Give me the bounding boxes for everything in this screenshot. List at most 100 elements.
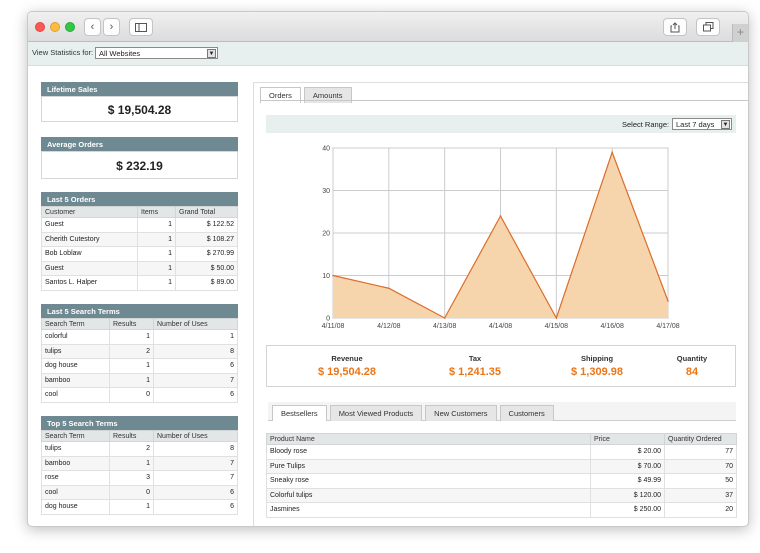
table-header-row: Product Name Price Quantity Ordered — [266, 433, 737, 445]
table-row[interactable]: Sneaky rose $ 49.99 50 — [266, 473, 737, 489]
column-header[interactable]: Customer — [41, 206, 138, 218]
shipping-value: $ 1,309.98 — [571, 366, 623, 378]
cell: 1 — [137, 231, 176, 247]
table-row[interactable]: bamboo 1 7 — [41, 372, 238, 388]
tab-customers[interactable]: Customers — [499, 405, 554, 421]
scope-label: View Statistics for: — [32, 48, 94, 57]
sidebar-toggle-button[interactable] — [129, 18, 153, 36]
table-row[interactable]: Guest 1 $ 122.52 — [41, 217, 238, 233]
cell: $ 50.00 — [175, 260, 238, 276]
column-header[interactable]: Results — [109, 318, 154, 330]
table-row[interactable]: Colorful tulips $ 120.00 37 — [266, 487, 737, 503]
tab-amounts[interactable]: Amounts — [303, 87, 352, 103]
new-tab-button[interactable]: + — [732, 24, 748, 42]
table-row[interactable]: Jasmines $ 250.00 20 — [266, 502, 737, 518]
table-row[interactable]: rose 3 7 — [41, 470, 238, 486]
share-button[interactable] — [663, 18, 687, 36]
close-window-button[interactable] — [35, 22, 45, 32]
cell: 7 — [153, 372, 238, 388]
table-row[interactable]: Bloody rose $ 20.00 77 — [266, 444, 737, 460]
revenue-label: Revenue — [331, 354, 363, 363]
cell: $ 20.00 — [590, 444, 665, 460]
chevron-right-icon: › — [109, 21, 114, 33]
cell: 1 — [109, 455, 154, 471]
range-select[interactable]: Last 7 days ▼ — [672, 118, 732, 130]
column-header[interactable]: Price — [590, 433, 665, 445]
cell: 77 — [664, 444, 737, 460]
dropdown-arrow-icon: ▼ — [721, 120, 730, 129]
x-tick-label: 4/17/08 — [656, 323, 679, 330]
cell: Jasmines — [266, 502, 591, 518]
data-point — [443, 317, 446, 319]
scope-select[interactable]: All Websites ▼ — [95, 47, 218, 59]
cell: 0 — [109, 484, 154, 500]
table-row[interactable]: cool 0 6 — [41, 387, 238, 403]
range-label: Select Range: — [622, 120, 670, 129]
data-point — [611, 151, 613, 154]
table-row[interactable]: bamboo 1 7 — [41, 455, 238, 471]
tab-new-customers[interactable]: New Customers — [425, 405, 497, 421]
cell: Bloody rose — [266, 444, 591, 460]
tabs-overview-button[interactable] — [696, 18, 720, 36]
cell: 3 — [109, 470, 154, 486]
quantity-total: Quantity 84 — [667, 354, 717, 378]
y-tick-label: 40 — [322, 146, 330, 153]
last-orders-table: Customer Items Grand Total Guest 1 $ 122.5… — [41, 206, 238, 291]
table-row[interactable]: Pure Tulips $ 70.00 70 — [266, 458, 737, 474]
table-row[interactable]: cool 0 6 — [41, 484, 238, 500]
cell: 1 — [153, 329, 238, 345]
cell: $ 89.00 — [175, 275, 238, 291]
forward-button[interactable]: › — [103, 18, 120, 36]
minimize-window-button[interactable] — [50, 22, 60, 32]
column-header[interactable]: Number of Uses — [153, 430, 238, 442]
data-point — [555, 317, 558, 319]
cell: $ 70.00 — [590, 458, 665, 474]
table-row[interactable]: colorful 1 1 — [41, 329, 238, 345]
table-row[interactable]: Santos L. Halper 1 $ 89.00 — [41, 275, 238, 291]
tab-orders[interactable]: Orders — [260, 87, 301, 103]
cell: Colorful tulips — [266, 487, 591, 503]
tab-most-viewed[interactable]: Most Viewed Products — [329, 405, 423, 421]
data-point — [499, 215, 502, 217]
table-row[interactable]: dog house 1 6 — [41, 499, 238, 515]
table-row[interactable]: tulips 2 8 — [41, 441, 238, 457]
column-header[interactable]: Search Term — [41, 318, 110, 330]
tab-bestsellers[interactable]: Bestsellers — [272, 405, 327, 421]
table-row[interactable]: Cherith Cutestory 1 $ 108.27 — [41, 231, 238, 247]
table-row[interactable]: Guest 1 $ 50.00 — [41, 260, 238, 276]
cell: 2 — [109, 343, 154, 359]
last-orders-header: Last 5 Orders — [41, 192, 238, 206]
column-header[interactable]: Results — [109, 430, 154, 442]
column-header[interactable]: Number of Uses — [153, 318, 238, 330]
shipping-label: Shipping — [580, 354, 614, 363]
top-search-table: Search Term Results Number of Uses tulip… — [41, 430, 238, 515]
column-header[interactable]: Items — [137, 206, 176, 218]
table-row[interactable]: dog house 1 6 — [41, 358, 238, 374]
cell: $ 122.52 — [175, 217, 238, 233]
zoom-window-button[interactable] — [65, 22, 75, 32]
title-bar: ‹ › + — [28, 12, 748, 42]
y-tick-label: 0 — [326, 316, 330, 323]
cell: 6 — [153, 387, 238, 403]
lifetime-sales-value: $ 19,504.28 — [107, 103, 172, 117]
table-row[interactable]: tulips 2 8 — [41, 343, 238, 359]
table-row[interactable]: Bob Loblaw 1 $ 270.99 — [41, 246, 238, 262]
cell: dog house — [41, 358, 110, 374]
cell: colorful — [41, 329, 110, 345]
cell: $ 49.99 — [590, 473, 665, 489]
average-orders-box: $ 232.19 — [41, 151, 238, 179]
cell: $ 120.00 — [590, 487, 665, 503]
column-header[interactable]: Grand Total — [175, 206, 238, 218]
dashboard-panel — [253, 82, 748, 526]
column-header[interactable]: Product Name — [266, 433, 591, 445]
cell: 1 — [109, 358, 154, 374]
back-button[interactable]: ‹ — [84, 18, 101, 36]
range-bar: Select Range: Last 7 days ▼ — [266, 115, 736, 133]
column-header[interactable]: Search Term — [41, 430, 110, 442]
cell: 50 — [664, 473, 737, 489]
cell: 1 — [137, 275, 176, 291]
quantity-value: 84 — [685, 366, 699, 378]
cell: bamboo — [41, 372, 110, 388]
column-header[interactable]: Quantity Ordered — [664, 433, 737, 445]
top-search-header: Top 5 Search Terms — [41, 416, 238, 430]
